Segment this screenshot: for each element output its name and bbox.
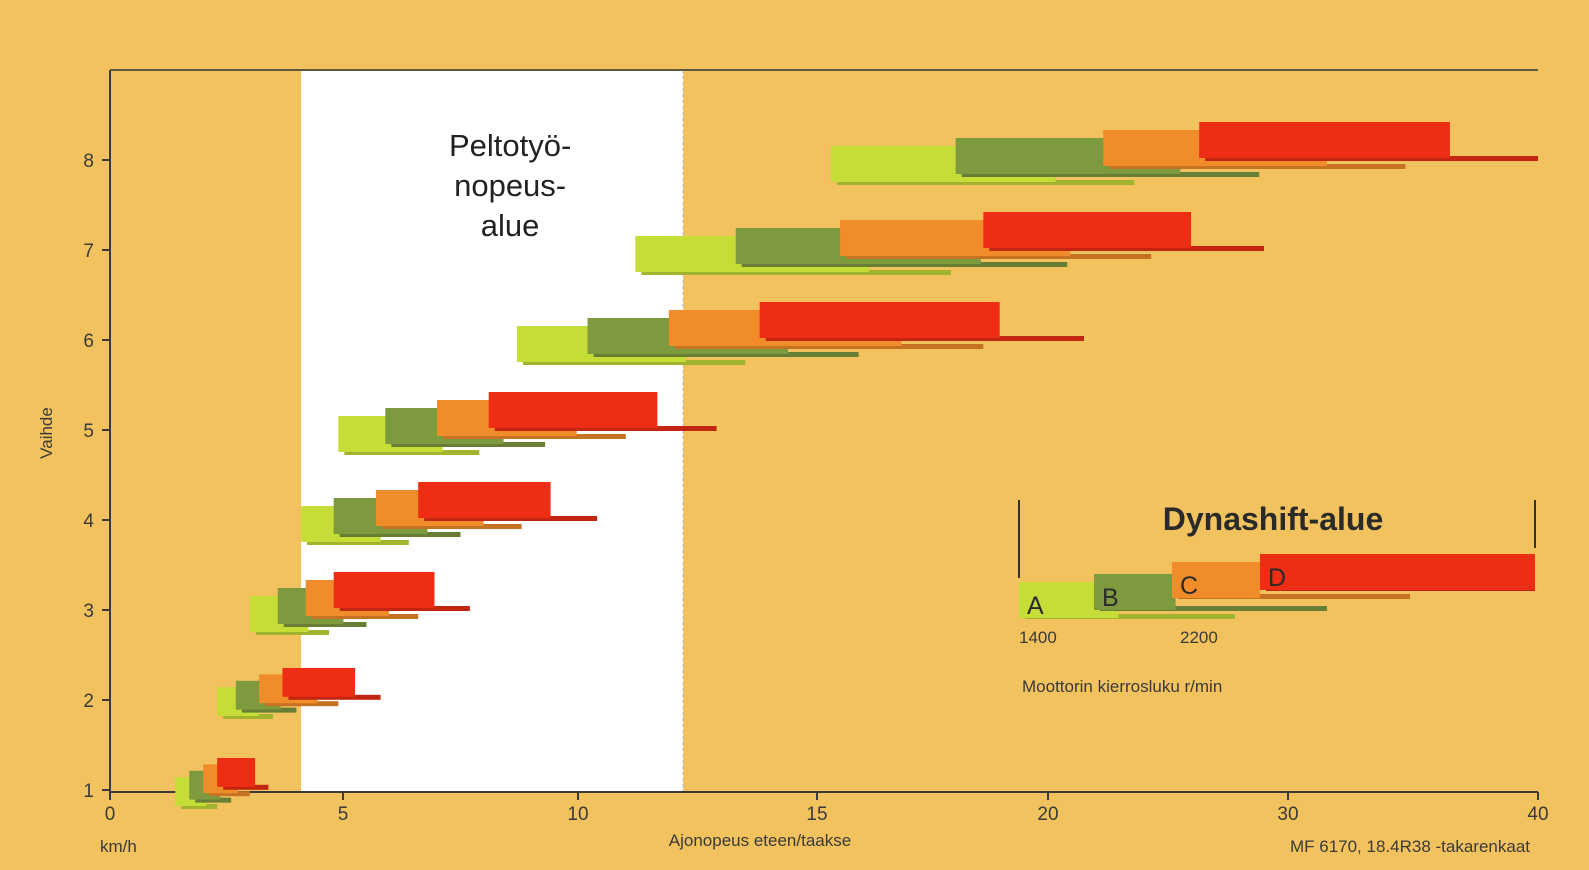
legend-letter-C: C [1180, 572, 1198, 600]
gear-3-range-B-tail [283, 622, 367, 627]
legend-bar-B [1094, 574, 1176, 610]
gear-4-range-B-tail [339, 532, 461, 537]
gear-7-range-B-tail [741, 262, 1068, 267]
gear-4-range-D-tail [424, 516, 598, 521]
gear-6-range-C-tail [674, 344, 984, 349]
x-tick-label: 15 [806, 804, 827, 825]
gear-1-range-A-tail [181, 804, 218, 809]
gear-6-range-D-tail [765, 336, 1084, 341]
gear-5-range-D-tail [494, 426, 717, 431]
gear-8-range-B-tail [961, 172, 1260, 177]
field-zone-label-line: Peltotyö- [449, 128, 571, 163]
legend-rpm-low: 1400 [1019, 628, 1057, 647]
gear-1-range-B-tail [195, 797, 232, 803]
legend-rpm-high: 2200 [1180, 628, 1218, 647]
y-tick-label: 7 [83, 241, 94, 262]
legend-bar-B-tail [1100, 606, 1327, 611]
gear-8-range-C-tail [1109, 164, 1406, 169]
gear-8-range-A-tail [836, 180, 1135, 185]
x-tick-label: 30 [1277, 804, 1298, 825]
gear-1-range-D-tail [223, 784, 269, 790]
gear-5-range-C-tail [443, 434, 626, 439]
gear-6-range-A-tail [522, 360, 746, 365]
y-tick-label: 5 [83, 421, 94, 442]
gear-3-range-A-tail [255, 630, 330, 635]
legend-rpm-caption: Moottorin kierrosluku r/min [1022, 677, 1222, 696]
legend-bar-C [1172, 562, 1261, 598]
gear-2-range-A-tail [223, 714, 274, 719]
x-tick-label: 5 [338, 804, 349, 825]
gear-4-range-C-tail [381, 524, 522, 529]
legend-bar-A-tail [1025, 614, 1235, 619]
gear-2-range-B-tail [241, 707, 297, 713]
gear-3-range-C-tail [311, 614, 419, 619]
gear-7-range-A-tail [641, 270, 951, 275]
legend-bar-D [1260, 554, 1535, 590]
gear-3-range-D-tail [339, 606, 470, 611]
field-zone-label-line: alue [481, 208, 540, 243]
legend-letter-D: D [1268, 564, 1286, 592]
legend-letter-B: B [1102, 584, 1119, 612]
x-axis-unit: km/h [100, 837, 137, 856]
x-tick-label: 20 [1037, 804, 1058, 825]
y-tick-label: 4 [83, 511, 94, 532]
legend-title: Dynashift-alue [1163, 501, 1383, 537]
field-zone-label-line: nopeus- [454, 168, 566, 203]
x-tick-label: 40 [1527, 804, 1548, 825]
legend-bar-C-tail [1178, 594, 1410, 599]
gear-7-range-D-tail [989, 246, 1264, 251]
x-tick-label: 0 [105, 804, 116, 825]
gear-7-range-C-tail [846, 254, 1152, 259]
x-tick-label: 10 [567, 804, 588, 825]
y-tick-label: 3 [83, 601, 94, 622]
y-tick-label: 2 [83, 691, 94, 712]
gear-5-range-A-tail [344, 450, 480, 455]
gear-4-range-D [418, 482, 551, 518]
gear-8-range-D-tail [1205, 156, 1538, 161]
gear-7-range-D [983, 212, 1192, 248]
gear-2-range-C-tail [265, 701, 339, 707]
y-tick-label: 6 [83, 331, 94, 352]
y-axis-title: Vaihde [37, 407, 56, 459]
y-tick-label: 8 [83, 151, 94, 172]
y-tick-label: 1 [83, 781, 94, 802]
gear-8-range-D [1199, 122, 1450, 158]
gear-6-range-B-tail [593, 352, 859, 357]
gear-4-range-A-tail [307, 540, 409, 545]
gear-5-range-D [488, 392, 658, 428]
gear-2-range-D-tail [288, 694, 381, 700]
gear-5-range-B-tail [391, 442, 546, 447]
gear-3-range-D [333, 572, 435, 608]
gear-6-range-D [759, 302, 1000, 338]
x-axis-title: Ajonopeus eteen/taakse [669, 831, 851, 850]
gear-2-range-D [282, 668, 356, 697]
footnote: MF 6170, 18.4R38 -takarenkaat [1290, 837, 1530, 856]
gear-1-range-C-tail [209, 791, 250, 797]
legend-letter-A: A [1027, 592, 1044, 620]
gear-1-range-D [217, 758, 256, 787]
